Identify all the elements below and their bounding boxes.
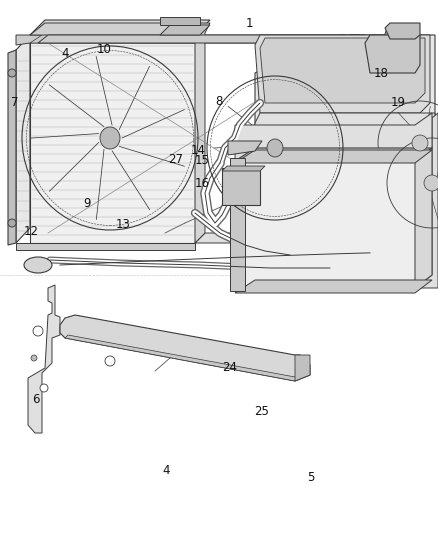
Text: 18: 18 [374, 67, 389, 80]
Text: 6: 6 [32, 393, 40, 406]
Text: 12: 12 [24, 225, 39, 238]
Circle shape [8, 69, 16, 77]
Polygon shape [355, 43, 365, 243]
Text: 5: 5 [307, 471, 314, 483]
Polygon shape [235, 148, 432, 161]
Polygon shape [8, 50, 16, 245]
Polygon shape [415, 148, 432, 288]
Text: 19: 19 [390, 96, 405, 109]
Polygon shape [160, 25, 210, 35]
Text: 14: 14 [191, 144, 206, 157]
Ellipse shape [267, 139, 283, 157]
Polygon shape [222, 166, 265, 171]
Circle shape [33, 326, 43, 336]
Polygon shape [160, 17, 200, 25]
Text: 9: 9 [83, 197, 91, 210]
Polygon shape [30, 33, 205, 43]
Polygon shape [30, 20, 210, 35]
Circle shape [317, 202, 349, 234]
Polygon shape [60, 315, 310, 381]
Circle shape [412, 135, 428, 151]
Polygon shape [230, 158, 245, 291]
Polygon shape [30, 23, 210, 43]
Circle shape [279, 202, 311, 234]
Text: 8: 8 [215, 95, 223, 108]
Polygon shape [255, 35, 430, 113]
Polygon shape [195, 35, 355, 43]
Polygon shape [385, 23, 420, 39]
Circle shape [31, 355, 37, 361]
Polygon shape [415, 113, 438, 288]
Polygon shape [30, 35, 195, 243]
Ellipse shape [100, 127, 120, 149]
Text: 27: 27 [168, 154, 183, 166]
Circle shape [355, 202, 387, 234]
Polygon shape [195, 233, 365, 243]
Polygon shape [365, 35, 420, 73]
Ellipse shape [24, 257, 52, 273]
Polygon shape [260, 38, 425, 103]
Text: 25: 25 [254, 405, 269, 418]
Polygon shape [295, 355, 310, 381]
Text: 13: 13 [116, 219, 131, 231]
Polygon shape [16, 243, 195, 250]
Text: 15: 15 [195, 155, 210, 167]
Text: 10: 10 [97, 43, 112, 55]
Ellipse shape [250, 138, 260, 158]
Polygon shape [235, 161, 415, 288]
Circle shape [424, 175, 438, 191]
Polygon shape [235, 113, 432, 161]
Polygon shape [340, 35, 370, 43]
Polygon shape [28, 285, 60, 433]
Polygon shape [235, 150, 432, 163]
Text: 4: 4 [61, 47, 69, 60]
Polygon shape [65, 335, 310, 381]
Circle shape [40, 384, 48, 392]
Polygon shape [235, 280, 432, 293]
Polygon shape [195, 35, 205, 243]
Polygon shape [255, 138, 275, 158]
Text: 24: 24 [223, 361, 237, 374]
Text: 4: 4 [162, 464, 170, 477]
Polygon shape [255, 35, 435, 255]
Polygon shape [222, 168, 260, 205]
Polygon shape [16, 35, 195, 45]
Text: 1: 1 [246, 18, 254, 30]
Text: 16: 16 [195, 177, 210, 190]
Polygon shape [16, 35, 30, 243]
Circle shape [8, 219, 16, 227]
Polygon shape [38, 35, 360, 43]
Text: 7: 7 [11, 96, 19, 109]
Polygon shape [228, 141, 262, 155]
Circle shape [105, 356, 115, 366]
Circle shape [385, 27, 401, 43]
Polygon shape [255, 113, 435, 255]
